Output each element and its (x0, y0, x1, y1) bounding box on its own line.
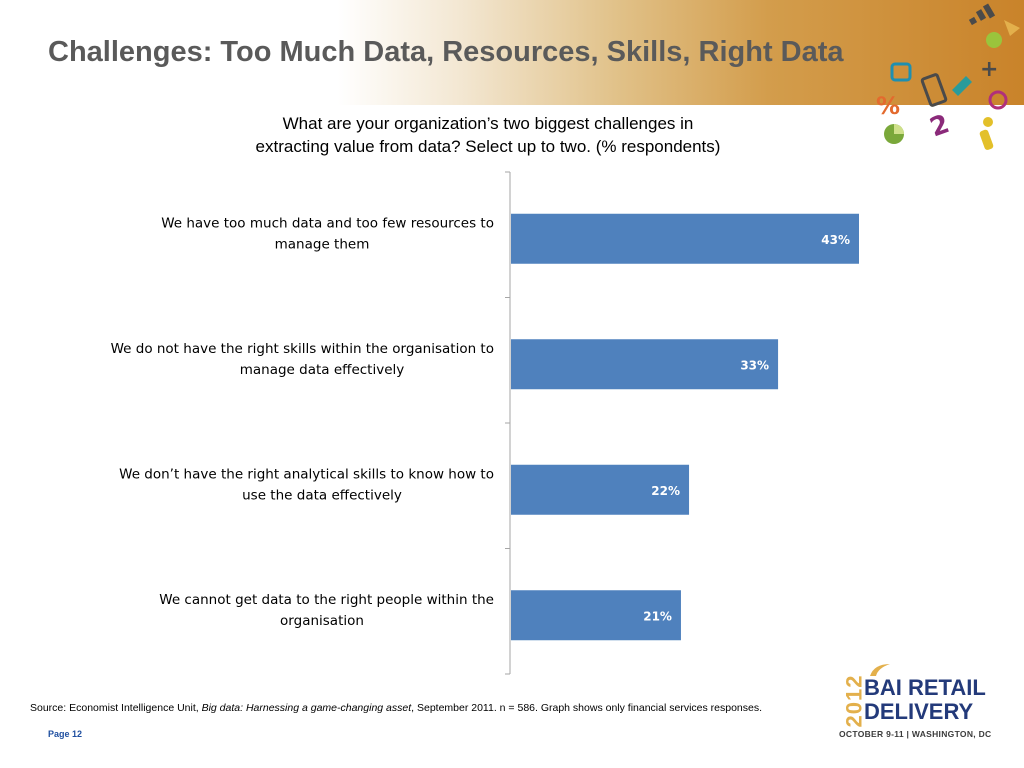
category-label: organisation (280, 613, 364, 629)
bar-chart: 43% We have too much data and too few res… (111, 171, 859, 675)
plus-icon: + (980, 57, 998, 82)
pie-icon-small (986, 32, 1002, 48)
logo-title-line-1: BAI RETAIL (864, 675, 986, 700)
category-label: manage them (275, 236, 370, 252)
bar (511, 213, 859, 264)
monitor-icon (890, 62, 912, 82)
card-icon (920, 73, 948, 107)
logo-date-location: OCTOBER 9-11 | WASHINGTON, DC (839, 729, 992, 739)
bar-value-label: 21% (643, 609, 672, 623)
logo-swoosh-icon (870, 664, 890, 676)
percent-icon: % (876, 92, 900, 120)
decorative-icons: + % 2 (876, 3, 1020, 150)
person-icon (979, 117, 994, 150)
pencil-icon (1004, 20, 1020, 36)
chart-question-line-1: What are your organization’s two biggest… (282, 114, 694, 133)
slide-title: Challenges: Too Much Data, Resources, Sk… (48, 36, 844, 68)
category-label: use the data effectively (242, 487, 402, 503)
mouse-icon (988, 90, 1008, 110)
chart-question: What are your organization’s two biggest… (190, 112, 786, 158)
source-prefix: Source: Economist Intelligence Unit, (30, 702, 202, 714)
bar-icon (968, 3, 996, 26)
source-title: Big data: Harnessing a game-changing ass… (201, 702, 412, 714)
category-label: manage data effectively (240, 362, 405, 378)
bai-retail-delivery-logo: 2012 BAI RETAIL DELIVERY OCTOBER 9-11 | … (836, 662, 1011, 748)
bar (511, 464, 690, 515)
category-label: We do not have the right skills within t… (111, 341, 494, 357)
bar-value-label: 33% (740, 358, 769, 372)
source-suffix: , September 2011. n = 586. Graph shows o… (411, 702, 763, 714)
category-label: We cannot get data to the right people w… (159, 592, 494, 608)
bar (511, 590, 681, 641)
logo-title-line-2: DELIVERY (864, 699, 974, 724)
source-note: Source: Economist Intelligence Unit, Big… (30, 702, 840, 714)
gavel-icon (952, 76, 972, 96)
bar (511, 339, 779, 390)
bar-value-label: 22% (651, 484, 680, 498)
chart-question-line-2: extracting value from data? Select up to… (255, 137, 721, 156)
category-label: We have too much data and too few resour… (161, 215, 494, 231)
header-banner (0, 0, 1024, 105)
category-label: We don’t have the right analytical skill… (119, 466, 494, 482)
bar-value-label: 43% (821, 233, 850, 247)
page-number: Page 12 (48, 729, 83, 739)
